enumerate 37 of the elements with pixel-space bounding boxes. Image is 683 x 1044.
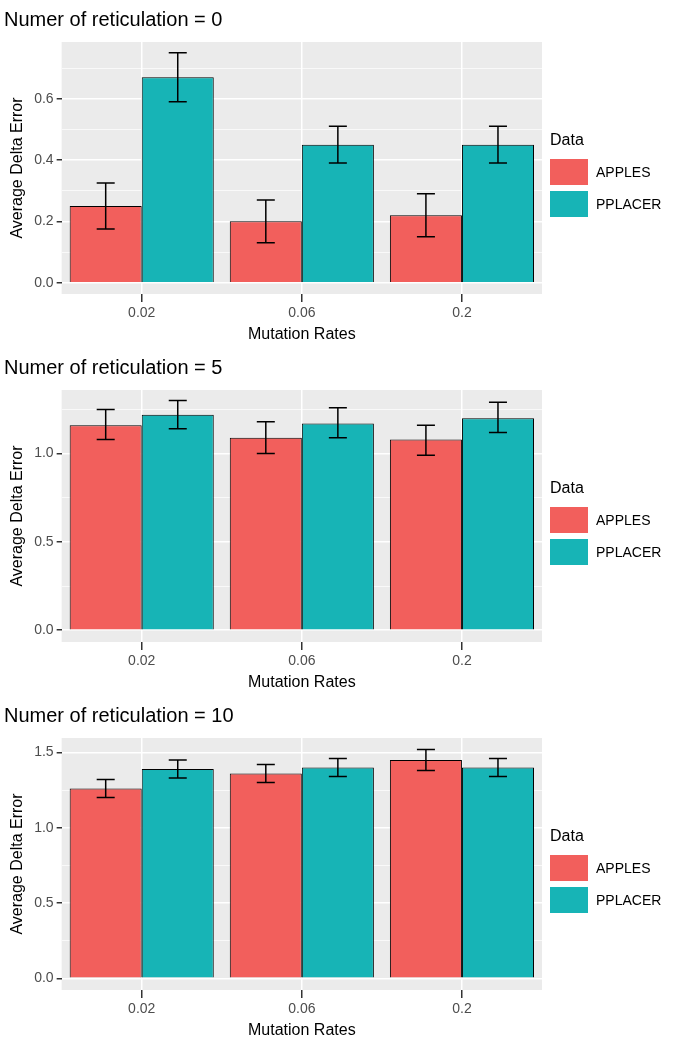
chart-title: Numer of reticulation = 0 <box>4 7 223 30</box>
x-axis-title: Mutation Rates <box>248 324 356 342</box>
x-tick-label: 0.02 <box>128 652 156 669</box>
x-tick-label: 0.06 <box>288 1000 316 1017</box>
y-axis-title: Average Delta Error <box>8 792 26 935</box>
y-axis-title: Average Delta Error <box>8 96 26 239</box>
chart-title: Numer of reticulation = 5 <box>4 355 223 378</box>
legend-label: PPLACER <box>596 892 662 908</box>
x-tick-label: 0.2 <box>452 1000 472 1017</box>
y-tick-label: 1.5 <box>34 743 54 760</box>
y-tick-label: 1.0 <box>34 444 54 461</box>
y-tick-label: 0.5 <box>34 532 54 549</box>
y-tick-label: 0.2 <box>34 212 54 229</box>
x-axis-title: Mutation Rates <box>248 672 356 690</box>
legend-title: Data <box>550 479 585 497</box>
y-tick-label: 1.0 <box>34 818 54 835</box>
y-tick-label: 0.5 <box>34 893 54 910</box>
y-tick-label: 0.0 <box>34 969 54 986</box>
legend-label: PPLACER <box>596 196 662 212</box>
chart-title: Numer of reticulation = 10 <box>4 703 234 726</box>
x-tick-label: 0.02 <box>128 304 156 321</box>
legend-title: Data <box>550 131 585 149</box>
x-tick-label: 0.06 <box>288 652 316 669</box>
y-tick-label: 0.4 <box>34 150 54 167</box>
legend-label: PPLACER <box>596 544 662 560</box>
x-tick-label: 0.2 <box>452 652 472 669</box>
y-axis-title: Average Delta Error <box>8 444 26 587</box>
x-tick-label: 0.06 <box>288 304 316 321</box>
y-tick-label: 0.0 <box>34 621 54 638</box>
x-tick-label: 0.02 <box>128 1000 156 1017</box>
x-axis-title: Mutation Rates <box>248 1020 356 1038</box>
legend-title: Data <box>550 827 585 845</box>
x-tick-label: 0.2 <box>452 304 472 321</box>
y-tick-label: 0.6 <box>34 89 54 106</box>
legend-label: APPLES <box>596 164 651 180</box>
legend-label: APPLES <box>596 860 651 876</box>
legend-label: APPLES <box>596 512 651 528</box>
